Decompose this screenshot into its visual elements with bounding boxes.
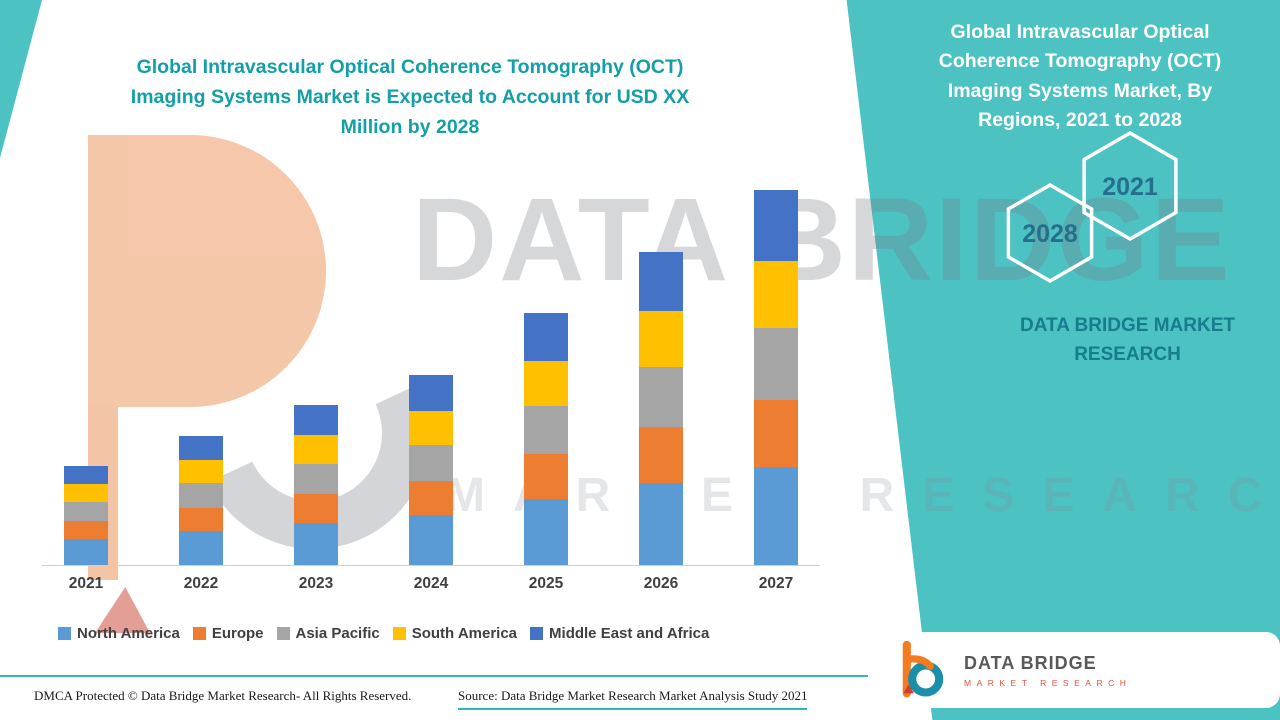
bar-segment-south-america <box>179 460 223 483</box>
legend-item-europe: Europe <box>192 625 264 642</box>
bar-segment-south-america <box>639 311 683 367</box>
footer-bar: DMCA Protected © Data Bridge Market Rese… <box>0 675 868 720</box>
x-axis-label-2021: 2021 <box>68 575 104 592</box>
legend-item-south-america: South America <box>392 625 518 642</box>
bar-segment-europe <box>639 427 683 483</box>
brand-logo-text: DATA BRIDGE MARKET RESEARCH <box>964 653 1131 688</box>
legend-swatch-europe <box>192 627 206 640</box>
chart-legend: North America Europe Asia Pacific South Ame… <box>42 625 820 642</box>
x-axis-label-2022: 2022 <box>183 575 219 592</box>
bar-segment-europe <box>524 454 568 499</box>
bar-segment-europe <box>294 494 338 523</box>
source-text: Source: Data Bridge Market Research Mark… <box>458 688 808 710</box>
hexagon-2021-outline <box>1082 130 1178 242</box>
bar-segment-south-america <box>524 361 568 406</box>
bar-segment-north-america <box>639 483 683 565</box>
stacked-bar-chart: 2021 2022 2023 2024 2025 2026 2027 North Ameri… <box>42 180 820 642</box>
watermark-logo-orange-shape <box>88 135 326 407</box>
x-axis-label-2026: 2026 <box>643 575 679 592</box>
hexagon-year-2028: 2028 <box>1022 220 1078 248</box>
bar-segment-middle-east-and-africa <box>409 375 453 411</box>
legend-item-middle-east-and-africa: Middle East and Africa <box>530 625 709 642</box>
legend-label-north-america: North America <box>77 625 180 642</box>
x-axis-label-2024: 2024 <box>413 575 449 592</box>
bar-2021 <box>64 466 108 565</box>
legend-item-north-america: North America <box>58 625 180 642</box>
legend-swatch-north-america <box>58 627 71 640</box>
bar-segment-middle-east-and-africa <box>179 436 223 460</box>
hexagon-year-2021: 2021 <box>1102 173 1158 201</box>
brand-logo: DATA BRIDGE MARKET RESEARCH <box>872 632 1280 708</box>
panel-title: Global Intravascular Optical Coherence T… <box>938 21 1222 131</box>
bar-segment-asia-pacific <box>524 406 568 454</box>
bar-segment-middle-east-and-africa <box>294 405 338 435</box>
bar-2023 <box>294 405 338 565</box>
chart-plot-area <box>42 180 820 566</box>
bar-segment-europe <box>179 508 223 531</box>
corner-triangle-decoration <box>0 0 42 158</box>
legend-swatch-south-america <box>392 627 406 640</box>
bar-segment-north-america <box>754 467 798 565</box>
hexagon-2028-outline <box>1006 182 1094 284</box>
bar-2022 <box>179 436 223 565</box>
right-panel <box>846 0 1280 720</box>
bar-segment-north-america <box>524 499 568 565</box>
watermark-logo-b <box>80 135 463 640</box>
legend-swatch-middle-east-and-africa <box>530 627 544 640</box>
bar-segment-north-america <box>409 515 453 565</box>
brand-logo-name: DATA BRIDGE <box>964 652 1097 673</box>
bar-2024 <box>409 375 453 565</box>
bar-2026 <box>639 252 683 565</box>
bar-segment-south-america <box>754 261 798 328</box>
bar-segment-north-america <box>64 539 108 565</box>
brand-logo-subtitle: MARKET RESEARCH <box>964 677 1132 688</box>
bar-segment-south-america <box>409 411 453 445</box>
x-axis: 2021 2022 2023 2024 2025 2026 2027 <box>42 575 820 593</box>
bar-segment-middle-east-and-africa <box>639 252 683 311</box>
x-axis-label-2023: 2023 <box>298 575 334 592</box>
x-axis-label-2027: 2027 <box>758 575 794 592</box>
legend-label-middle-east-and-africa: Middle East and Africa <box>549 625 710 642</box>
bar-segment-asia-pacific <box>639 367 683 427</box>
dbmr-logo-icon <box>902 641 944 698</box>
legend-item-asia-pacific: Asia Pacific <box>276 625 380 642</box>
bar-segment-asia-pacific <box>179 483 223 508</box>
bar-segment-south-america <box>64 484 108 502</box>
bar-2027 <box>754 190 798 565</box>
x-axis-label-2025: 2025 <box>528 575 564 592</box>
bar-segment-middle-east-and-africa <box>524 313 568 361</box>
bar-segment-middle-east-and-africa <box>754 190 798 261</box>
legend-swatch-asia-pacific <box>276 627 290 640</box>
bar-segment-europe <box>409 481 453 515</box>
legend-label-asia-pacific: Asia Pacific <box>295 625 380 642</box>
panel-brand-text: DATA BRIDGE MARKET RESEARCH <box>1020 315 1235 365</box>
legend-label-europe: Europe <box>211 625 264 642</box>
bar-segment-asia-pacific <box>64 502 108 521</box>
dmca-text: DMCA Protected © Data Bridge Market Rese… <box>34 688 412 703</box>
watermark-market-research-text: MARKET RESEARCH <box>445 469 1280 522</box>
hexagon-years-graphic: 2028 2021 <box>1006 130 1178 284</box>
bar-segment-europe <box>64 521 108 539</box>
bar-segment-middle-east-and-africa <box>64 466 108 484</box>
bar-segment-europe <box>754 400 798 467</box>
page-title: Global Intravascular Optical Coherence T… <box>130 56 690 139</box>
legend-label-south-america: South America <box>411 625 518 642</box>
bar-segment-north-america <box>179 531 223 565</box>
bar-segment-asia-pacific <box>754 328 798 400</box>
bar-segment-north-america <box>294 523 338 565</box>
bar-2025 <box>524 313 568 565</box>
bar-segment-asia-pacific <box>409 445 453 481</box>
bar-segment-south-america <box>294 435 338 464</box>
bar-segment-asia-pacific <box>294 464 338 494</box>
